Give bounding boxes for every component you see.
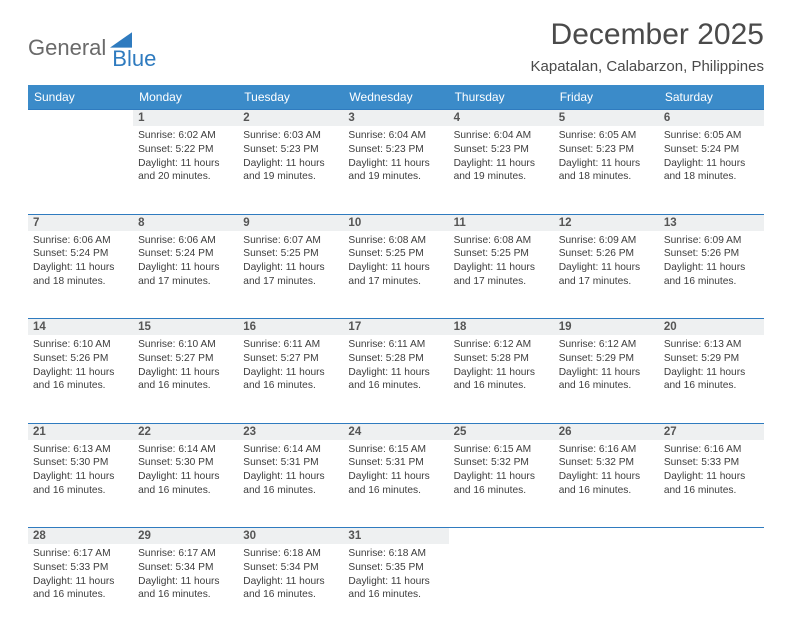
day-number-cell: 15 <box>133 319 238 336</box>
day-number-cell: 12 <box>554 214 659 231</box>
day-content-cell: Sunrise: 6:15 AMSunset: 5:31 PMDaylight:… <box>343 440 448 528</box>
day-number-cell <box>449 528 554 545</box>
day-content-cell: Sunrise: 6:04 AMSunset: 5:23 PMDaylight:… <box>449 126 554 214</box>
day-number-cell: 3 <box>343 110 448 127</box>
day-content-cell <box>28 126 133 214</box>
day-content-cell: Sunrise: 6:12 AMSunset: 5:29 PMDaylight:… <box>554 335 659 423</box>
day-content-cell: Sunrise: 6:11 AMSunset: 5:28 PMDaylight:… <box>343 335 448 423</box>
day-number-cell <box>659 528 764 545</box>
day-number-cell: 8 <box>133 214 238 231</box>
day-number-cell: 22 <box>133 423 238 440</box>
day-number-cell: 20 <box>659 319 764 336</box>
day-number-cell: 28 <box>28 528 133 545</box>
day-content-cell: Sunrise: 6:12 AMSunset: 5:28 PMDaylight:… <box>449 335 554 423</box>
day-content-cell <box>659 544 764 632</box>
day-content-cell: Sunrise: 6:08 AMSunset: 5:25 PMDaylight:… <box>449 231 554 319</box>
day-content-cell: Sunrise: 6:03 AMSunset: 5:23 PMDaylight:… <box>238 126 343 214</box>
weekday-header: Friday <box>554 85 659 110</box>
header: General Blue December 2025 Kapatalan, Ca… <box>28 18 764 75</box>
calendar-table: Sunday Monday Tuesday Wednesday Thursday… <box>28 85 764 632</box>
location-text: Kapatalan, Calabarzon, Philippines <box>531 58 765 75</box>
brand-logo: General Blue <box>28 24 156 72</box>
weekday-header-row: Sunday Monday Tuesday Wednesday Thursday… <box>28 85 764 110</box>
day-content-row: Sunrise: 6:10 AMSunset: 5:26 PMDaylight:… <box>28 335 764 423</box>
day-content-cell: Sunrise: 6:13 AMSunset: 5:30 PMDaylight:… <box>28 440 133 528</box>
day-number-cell: 21 <box>28 423 133 440</box>
brand-text-blue: Blue <box>112 46 156 72</box>
calendar-page: General Blue December 2025 Kapatalan, Ca… <box>0 0 792 642</box>
day-content-cell: Sunrise: 6:05 AMSunset: 5:24 PMDaylight:… <box>659 126 764 214</box>
day-content-cell <box>449 544 554 632</box>
day-number-cell: 1 <box>133 110 238 127</box>
day-content-cell: Sunrise: 6:09 AMSunset: 5:26 PMDaylight:… <box>659 231 764 319</box>
day-content-cell: Sunrise: 6:04 AMSunset: 5:23 PMDaylight:… <box>343 126 448 214</box>
day-content-cell: Sunrise: 6:11 AMSunset: 5:27 PMDaylight:… <box>238 335 343 423</box>
day-number-cell: 2 <box>238 110 343 127</box>
day-content-cell: Sunrise: 6:07 AMSunset: 5:25 PMDaylight:… <box>238 231 343 319</box>
day-content-cell: Sunrise: 6:18 AMSunset: 5:35 PMDaylight:… <box>343 544 448 632</box>
day-number-cell: 14 <box>28 319 133 336</box>
day-number-cell: 9 <box>238 214 343 231</box>
day-number-cell: 26 <box>554 423 659 440</box>
day-content-cell: Sunrise: 6:08 AMSunset: 5:25 PMDaylight:… <box>343 231 448 319</box>
day-number-row: 28293031 <box>28 528 764 545</box>
day-content-cell: Sunrise: 6:14 AMSunset: 5:30 PMDaylight:… <box>133 440 238 528</box>
day-content-cell: Sunrise: 6:06 AMSunset: 5:24 PMDaylight:… <box>133 231 238 319</box>
day-number-cell: 25 <box>449 423 554 440</box>
day-number-row: 21222324252627 <box>28 423 764 440</box>
day-number-row: 123456 <box>28 110 764 127</box>
day-content-row: Sunrise: 6:13 AMSunset: 5:30 PMDaylight:… <box>28 440 764 528</box>
day-content-row: Sunrise: 6:06 AMSunset: 5:24 PMDaylight:… <box>28 231 764 319</box>
weekday-header: Monday <box>133 85 238 110</box>
day-number-cell <box>554 528 659 545</box>
day-number-cell: 23 <box>238 423 343 440</box>
day-content-cell: Sunrise: 6:14 AMSunset: 5:31 PMDaylight:… <box>238 440 343 528</box>
day-content-cell: Sunrise: 6:16 AMSunset: 5:32 PMDaylight:… <box>554 440 659 528</box>
day-number-cell: 7 <box>28 214 133 231</box>
day-number-cell: 31 <box>343 528 448 545</box>
day-content-cell: Sunrise: 6:13 AMSunset: 5:29 PMDaylight:… <box>659 335 764 423</box>
day-number-cell: 30 <box>238 528 343 545</box>
day-content-cell: Sunrise: 6:10 AMSunset: 5:26 PMDaylight:… <box>28 335 133 423</box>
day-content-cell: Sunrise: 6:02 AMSunset: 5:22 PMDaylight:… <box>133 126 238 214</box>
weekday-header: Saturday <box>659 85 764 110</box>
day-number-cell: 29 <box>133 528 238 545</box>
title-block: December 2025 Kapatalan, Calabarzon, Phi… <box>531 18 765 75</box>
day-number-cell: 24 <box>343 423 448 440</box>
weekday-header: Sunday <box>28 85 133 110</box>
day-number-cell: 10 <box>343 214 448 231</box>
day-number-cell: 4 <box>449 110 554 127</box>
day-number-cell: 18 <box>449 319 554 336</box>
day-number-cell: 5 <box>554 110 659 127</box>
day-number-row: 78910111213 <box>28 214 764 231</box>
calendar-body: 123456Sunrise: 6:02 AMSunset: 5:22 PMDay… <box>28 110 764 633</box>
day-number-cell <box>28 110 133 127</box>
day-content-cell: Sunrise: 6:06 AMSunset: 5:24 PMDaylight:… <box>28 231 133 319</box>
weekday-header: Wednesday <box>343 85 448 110</box>
day-content-cell: Sunrise: 6:05 AMSunset: 5:23 PMDaylight:… <box>554 126 659 214</box>
day-content-cell: Sunrise: 6:09 AMSunset: 5:26 PMDaylight:… <box>554 231 659 319</box>
day-number-row: 14151617181920 <box>28 319 764 336</box>
day-content-cell: Sunrise: 6:16 AMSunset: 5:33 PMDaylight:… <box>659 440 764 528</box>
day-number-cell: 27 <box>659 423 764 440</box>
day-number-cell: 17 <box>343 319 448 336</box>
day-content-cell: Sunrise: 6:17 AMSunset: 5:33 PMDaylight:… <box>28 544 133 632</box>
day-content-cell: Sunrise: 6:18 AMSunset: 5:34 PMDaylight:… <box>238 544 343 632</box>
day-content-cell <box>554 544 659 632</box>
day-content-row: Sunrise: 6:02 AMSunset: 5:22 PMDaylight:… <box>28 126 764 214</box>
month-title: December 2025 <box>531 18 765 52</box>
day-content-cell: Sunrise: 6:17 AMSunset: 5:34 PMDaylight:… <box>133 544 238 632</box>
weekday-header: Tuesday <box>238 85 343 110</box>
day-number-cell: 19 <box>554 319 659 336</box>
day-number-cell: 16 <box>238 319 343 336</box>
day-number-cell: 6 <box>659 110 764 127</box>
day-content-cell: Sunrise: 6:15 AMSunset: 5:32 PMDaylight:… <box>449 440 554 528</box>
day-content-row: Sunrise: 6:17 AMSunset: 5:33 PMDaylight:… <box>28 544 764 632</box>
weekday-header: Thursday <box>449 85 554 110</box>
day-number-cell: 11 <box>449 214 554 231</box>
brand-text-general: General <box>28 35 106 61</box>
day-content-cell: Sunrise: 6:10 AMSunset: 5:27 PMDaylight:… <box>133 335 238 423</box>
day-number-cell: 13 <box>659 214 764 231</box>
